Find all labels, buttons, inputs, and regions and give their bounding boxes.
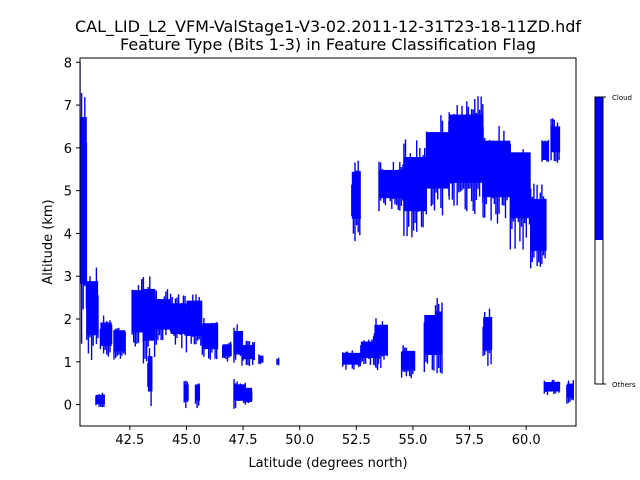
- cloud-feature: [482, 308, 493, 366]
- cloud-feature-core: [132, 290, 144, 333]
- cloud-feature: [244, 387, 253, 405]
- cloud-feature-core: [86, 281, 99, 336]
- cloud-feature: [351, 160, 361, 242]
- cloud-feature-core: [234, 384, 246, 401]
- cloud-feature-core: [243, 345, 255, 360]
- x-tick-label: 50.0: [285, 433, 314, 448]
- cloud-feature-core: [143, 288, 155, 341]
- x-tick-label: 55.0: [398, 433, 427, 448]
- cloud-feature: [530, 183, 547, 269]
- y-tick-label: 6: [64, 142, 72, 157]
- cloud-feature: [566, 380, 574, 404]
- cloud-feature: [400, 345, 416, 379]
- y-tick-label: 2: [64, 313, 72, 328]
- colorbar-label-others: Others: [612, 381, 636, 389]
- x-tick-label: 60.0: [512, 433, 541, 448]
- colorbar: Cloud Others: [594, 94, 636, 389]
- y-axis: 0 1 2 3 4 5 6 7 8: [64, 56, 80, 414]
- cloud-feature: [403, 139, 427, 238]
- cloud-feature: [373, 318, 389, 371]
- cloud-feature: [482, 125, 511, 224]
- cloud-feature: [276, 357, 280, 366]
- cloud-feature: [543, 379, 561, 396]
- chart-title-line1: CAL_LID_L2_VFM-ValStage1-V3-02.2011-12-3…: [75, 17, 581, 37]
- x-tick-label: 47.5: [229, 433, 258, 448]
- cloud-feature: [153, 289, 171, 345]
- colorbar-label-cloud: Cloud: [612, 94, 632, 102]
- cloud-feature: [448, 96, 484, 214]
- cloud-feature: [113, 327, 126, 360]
- cloud-feature-core: [100, 322, 112, 346]
- cloud-feature: [258, 354, 264, 365]
- colorbar-frame: [594, 96, 604, 385]
- x-tick-label: 45.0: [172, 433, 201, 448]
- cloud-feature: [183, 380, 189, 409]
- cloud-feature-core: [113, 330, 126, 352]
- cloud-feature: [80, 62, 88, 344]
- cloud-feature: [242, 340, 256, 366]
- cloud-feature: [550, 118, 561, 163]
- y-tick-label: 4: [64, 227, 72, 242]
- cloud-feature: [378, 161, 404, 212]
- cloud-feature: [86, 267, 99, 360]
- cloud-feature: [342, 350, 361, 370]
- y-tick-label: 0: [64, 399, 72, 414]
- cloud-feature: [95, 392, 105, 408]
- x-axis-label: Latitude (degrees north): [248, 456, 407, 471]
- cloud-feature: [99, 315, 113, 357]
- cloud-feature-core: [147, 356, 153, 392]
- y-axis-label: Altitude (km): [41, 199, 56, 284]
- chart-title-line2: Feature Type (Bits 1-3) in Feature Class…: [120, 35, 536, 54]
- cloud-feature: [541, 139, 550, 162]
- cloud-feature: [147, 348, 153, 407]
- cloud-feature: [142, 276, 156, 364]
- y-tick-label: 3: [64, 270, 72, 285]
- y-tick-label: 1: [64, 356, 72, 371]
- colorbar-cloud-segment: [595, 97, 603, 240]
- cloud-feature: [169, 293, 187, 349]
- plot-frame: [79, 57, 577, 427]
- colorbar-others-segment: [595, 240, 603, 384]
- y-tick-label: 8: [64, 56, 72, 71]
- feature-marks: [80, 62, 574, 409]
- cloud-feature: [201, 318, 219, 360]
- cloud-feature: [185, 294, 203, 353]
- y-tick-label: 7: [64, 99, 72, 114]
- cloud-feature: [509, 143, 531, 250]
- cloud-feature: [221, 341, 232, 362]
- cloud-feature: [233, 324, 244, 366]
- cloud-feature: [233, 379, 246, 409]
- y-tick-label: 5: [64, 185, 72, 200]
- cloud-feature: [434, 298, 443, 374]
- plot-area: [79, 57, 577, 427]
- x-tick-label: 42.5: [115, 433, 144, 448]
- x-tick-label: 52.5: [342, 433, 371, 448]
- x-axis: 42.5 45.0 47.5 50.0 52.5 55.0 57.5 60.0: [115, 426, 541, 448]
- cloud-feature: [194, 383, 201, 409]
- x-tick-label: 57.5: [455, 433, 484, 448]
